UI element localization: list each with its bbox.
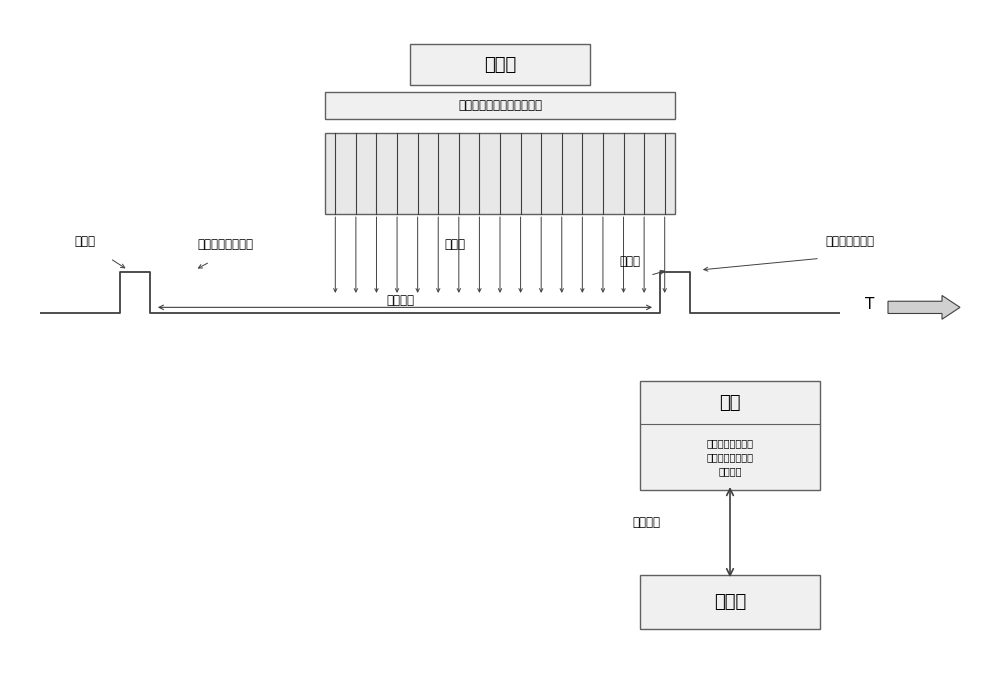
Text: 连续不间断发射唤醒码信号: 连续不间断发射唤醒码信号 bbox=[458, 99, 542, 112]
Text: 不符合唤醒码特征: 不符合唤醒码特征 bbox=[197, 238, 253, 252]
Bar bbox=[640, 575, 820, 629]
Bar bbox=[410, 44, 590, 85]
Text: 根据使用的读写模
块，随机选择一组
防碰撞码: 根据使用的读写模 块，随机选择一组 防碰撞码 bbox=[706, 438, 754, 476]
Text: 唤醒器: 唤醒器 bbox=[484, 56, 516, 73]
Text: 符合唤醒码特征: 符合唤醒码特征 bbox=[826, 235, 874, 248]
Text: T: T bbox=[865, 297, 875, 312]
Bar bbox=[325, 92, 675, 119]
Text: 唤醒码: 唤醒码 bbox=[444, 238, 466, 252]
Text: 阅读器: 阅读器 bbox=[714, 593, 746, 611]
Text: 防碰撞码: 防碰撞码 bbox=[632, 515, 660, 529]
Text: 唤醒码: 唤醒码 bbox=[620, 255, 640, 269]
Bar bbox=[325, 133, 675, 214]
Text: 标签: 标签 bbox=[719, 394, 741, 411]
Text: 唤醒码: 唤醒码 bbox=[74, 235, 96, 248]
Text: 睡眠时间: 睡眠时间 bbox=[386, 294, 414, 307]
FancyArrow shape bbox=[888, 295, 960, 319]
Bar bbox=[640, 381, 820, 490]
